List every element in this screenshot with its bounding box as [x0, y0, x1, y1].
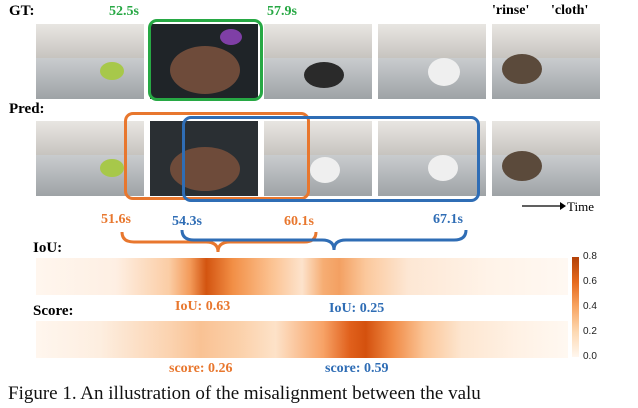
gt-frame-1 — [36, 24, 144, 99]
pred-frame-2 — [150, 121, 258, 196]
iou-heatmap — [36, 258, 568, 295]
orange-end-time: 60.1s — [284, 214, 314, 229]
blue-start-time: 54.3s — [172, 214, 202, 229]
pred-blue-box — [182, 116, 480, 202]
colorbar-tick-4: 0.2 — [583, 326, 597, 337]
word-cloth: 'cloth' — [551, 3, 589, 18]
time-arrow-icon — [522, 202, 566, 210]
word-rinse: 'rinse' — [492, 3, 530, 18]
gt-frame-3 — [264, 24, 372, 99]
colorbar-tick-1: 0.8 — [583, 251, 597, 262]
pred-frame-3 — [264, 121, 372, 196]
score-blue-value: score: 0.59 — [325, 361, 389, 376]
pred-label: Pred: — [9, 101, 45, 117]
iou-blue-value: IoU: 0.25 — [329, 301, 385, 316]
colorbar-tick-3: 0.4 — [583, 301, 597, 312]
orange-start-time: 51.6s — [101, 212, 131, 227]
time-axis-label: Time — [567, 199, 594, 214]
pred-orange-box — [124, 112, 310, 200]
colorbar-tick-5: 0.0 — [583, 351, 597, 362]
figure-caption: Figure 1. An illustration of the misalig… — [8, 383, 481, 404]
pred-frame-5 — [492, 121, 600, 196]
score-orange-value: score: 0.26 — [169, 361, 233, 376]
gt-segment-box — [148, 19, 263, 101]
gt-frame-2 — [150, 24, 258, 99]
blue-end-time: 67.1s — [433, 212, 463, 227]
pred-frame-4 — [378, 121, 486, 196]
colorbar-tick-2: 0.6 — [583, 276, 597, 287]
gt-frame-5 — [492, 24, 600, 99]
colorbar — [572, 257, 579, 357]
gt-end-time: 57.9s — [267, 4, 297, 19]
iou-label: IoU: — [33, 240, 63, 256]
score-label: Score: — [33, 303, 74, 319]
gt-start-time: 52.5s — [109, 4, 139, 19]
score-heatmap — [36, 321, 568, 358]
blue-brace — [180, 229, 468, 251]
gt-frame-4 — [378, 24, 486, 99]
gt-label: GT: — [9, 3, 35, 19]
iou-orange-value: IoU: 0.63 — [175, 299, 231, 314]
